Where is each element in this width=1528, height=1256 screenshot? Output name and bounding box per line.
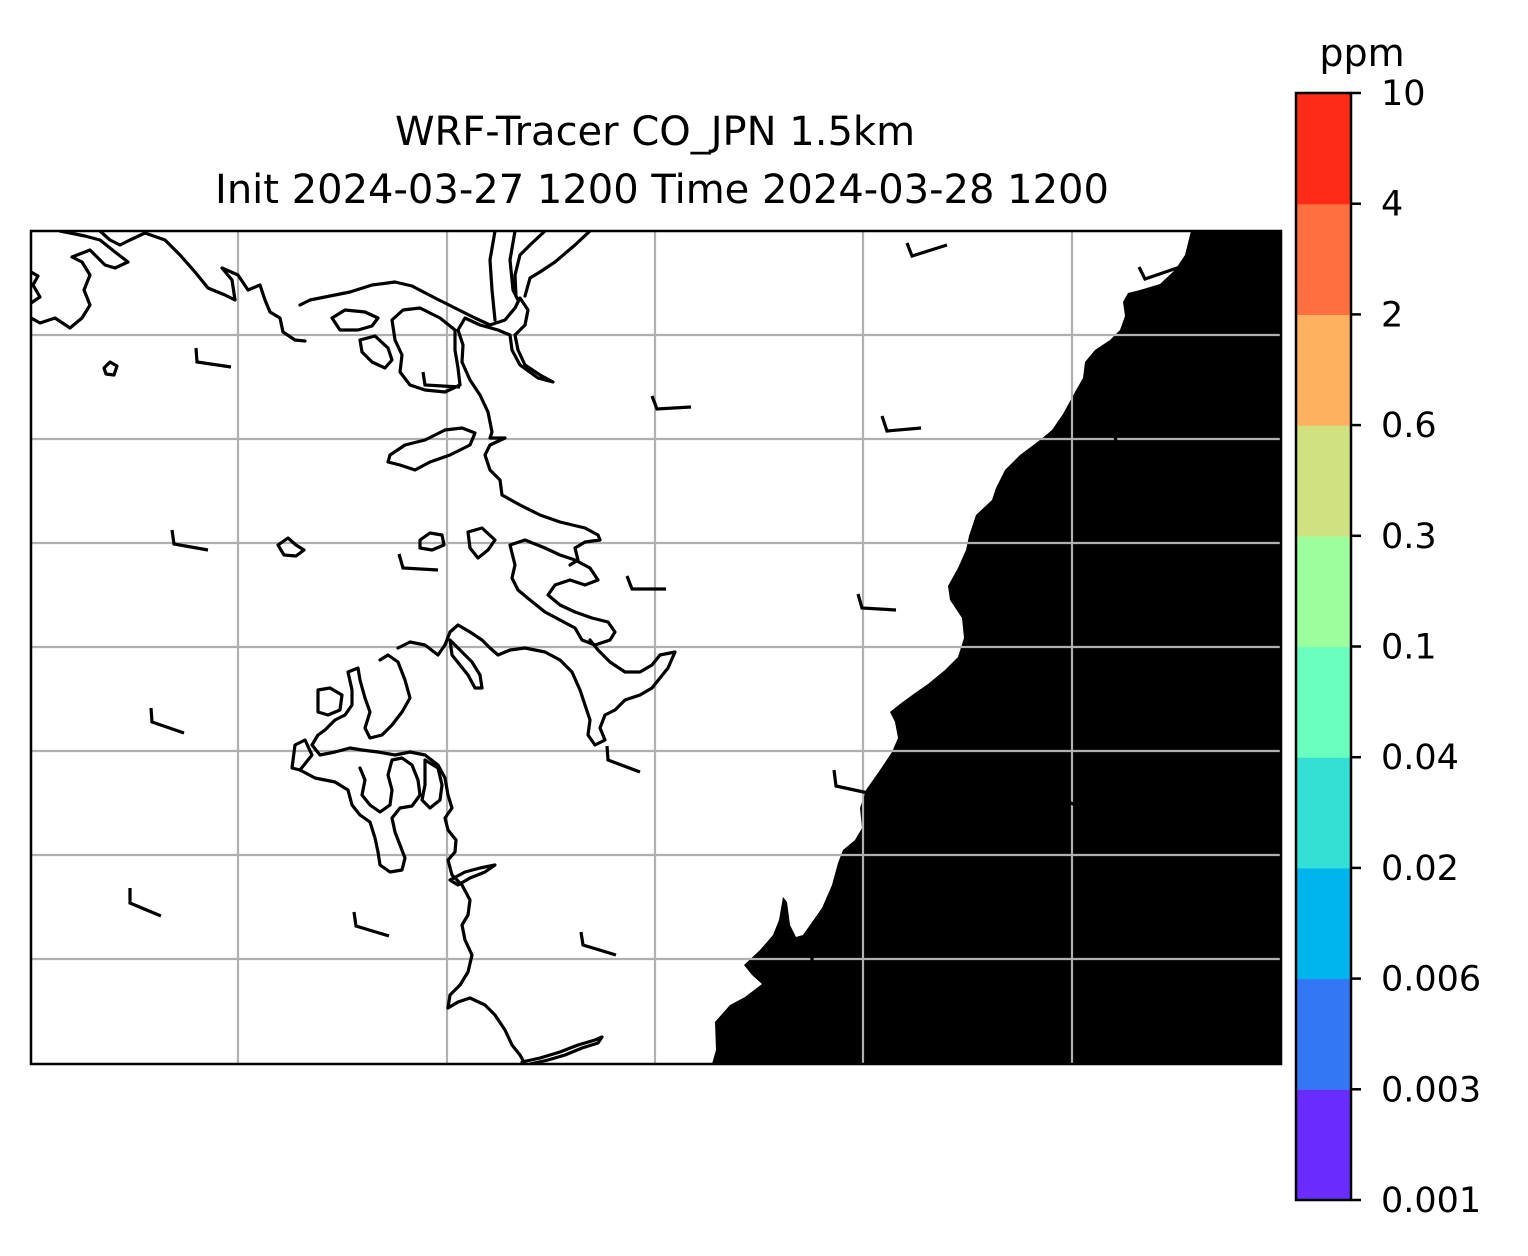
title-line-1: WRF-Tracer CO_JPN 1.5km <box>395 109 915 155</box>
wind-barb <box>1035 972 1071 999</box>
colorbar-segment <box>1296 867 1351 980</box>
colorbar-tick-label: 0.02 <box>1381 849 1459 889</box>
wind-barb <box>1061 787 1098 816</box>
colorbar-tick-label: 10 <box>1381 74 1426 114</box>
colorbar-boxes <box>1296 93 1351 1201</box>
wind-barb <box>856 593 897 612</box>
wind-barb <box>149 707 185 735</box>
island-peninsula <box>386 426 477 472</box>
wind-barb <box>397 553 439 572</box>
graticule <box>31 231 1281 1064</box>
coastline-channel <box>488 231 592 322</box>
island-small-1 <box>102 360 119 377</box>
coastline-south-finger <box>420 758 444 810</box>
colorbar-segment <box>1296 646 1351 758</box>
colorbar-tick-label: 0.003 <box>1381 1070 1481 1110</box>
colorbar-segment <box>1296 93 1351 205</box>
wind-barb <box>810 947 844 978</box>
island-small-2 <box>276 536 306 558</box>
wind-barb <box>1084 616 1125 633</box>
wind-barb <box>1266 987 1281 1014</box>
wind-barb <box>579 931 617 957</box>
wind-barb <box>605 745 641 774</box>
island-small-4 <box>466 526 497 560</box>
wind-barb <box>880 415 922 433</box>
colorbar-unit-label: ppm <box>1319 31 1404 75</box>
colorbar-segment <box>1296 425 1351 537</box>
coastlines <box>31 231 677 1064</box>
coastline-southwest-3 <box>290 738 314 772</box>
map-panel <box>31 231 1281 1064</box>
colorbar-tick-label: 0.6 <box>1381 406 1437 446</box>
colorbar-segment <box>1296 314 1351 426</box>
wind-barb <box>128 888 162 918</box>
colorbar-tick-label: 4 <box>1381 185 1403 225</box>
wind-barb <box>170 529 209 552</box>
coastline-southwest <box>310 653 527 1064</box>
coastline-southwest-2 <box>316 686 344 717</box>
colorbar-tick-label: 0.006 <box>1381 960 1481 1000</box>
colorbar-segment <box>1296 978 1351 1090</box>
colorbar: ppm 0.001 0.003 0.006 0.02 0.04 0.1 0.3 0.6 2 4 10 <box>1294 31 1481 1221</box>
colorbar-segment <box>1296 203 1351 315</box>
coastline-central-north <box>508 538 617 647</box>
colorbar-tick-label: 0.001 <box>1381 1181 1481 1221</box>
wind-barb <box>194 347 232 369</box>
wind-barb <box>1137 265 1181 281</box>
wind-barb <box>832 769 869 795</box>
wind-barb <box>625 575 666 591</box>
wind-barb <box>421 371 461 389</box>
colorbar-segment <box>1296 757 1351 869</box>
island-north-1 <box>330 308 380 332</box>
coastline-south-sandbar <box>520 1035 604 1064</box>
wind-barb <box>352 911 390 938</box>
colorbar-ticks: 0.001 0.003 0.006 0.02 0.04 0.1 0.3 0.6 2 4 10 <box>1351 74 1481 1221</box>
coastline-inlet <box>390 306 462 394</box>
map-frame <box>29 229 1283 1066</box>
coastline-south-spit <box>448 863 497 887</box>
island-small-3 <box>418 531 446 552</box>
coastline-southwest-4 <box>298 756 422 874</box>
coastline-bay-north <box>298 280 602 567</box>
colorbar-tick-label: 0.04 <box>1381 738 1459 778</box>
wind-barb <box>905 242 948 258</box>
coastline-northwest <box>31 231 307 343</box>
coastline-central <box>396 623 677 747</box>
colorbar-tick-label: 0.1 <box>1381 628 1437 668</box>
coastline-central-loop <box>448 638 484 690</box>
colorbar-tick-label: 2 <box>1381 295 1403 335</box>
title-line-2: Init 2024-03-27 1200 Time 2024-03-28 120… <box>215 167 1109 213</box>
colorbar-segment <box>1296 535 1351 648</box>
colorbar-segment <box>1296 1089 1351 1201</box>
wind-barb <box>650 395 692 411</box>
wind-barb <box>1112 432 1153 451</box>
island-north-2 <box>358 334 394 370</box>
wind-barbs <box>128 242 1281 1014</box>
colorbar-tick-label: 0.3 <box>1381 517 1437 557</box>
